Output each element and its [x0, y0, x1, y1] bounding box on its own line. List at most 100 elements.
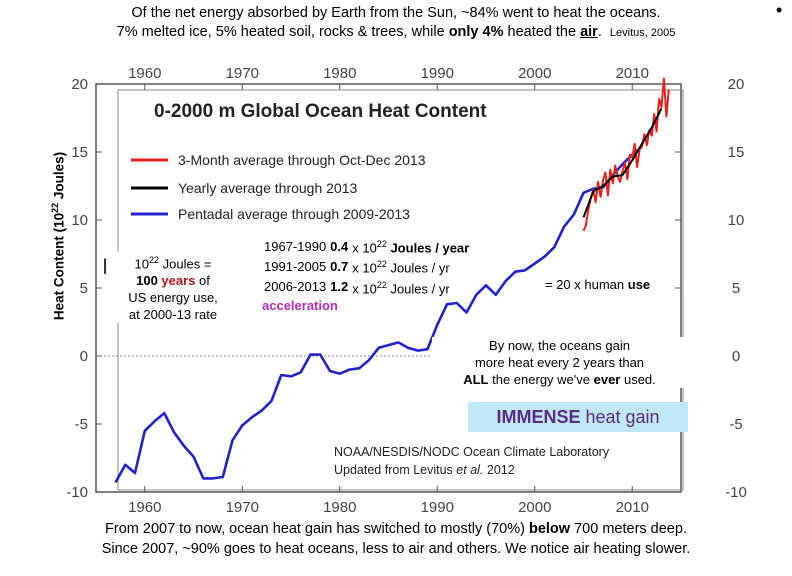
rate-row: 2006-2013 1.2 x 1022 Joules / yr	[262, 277, 471, 297]
human-use-bold: use	[627, 277, 651, 292]
rate-period: 1967-1990	[264, 238, 327, 254]
bottom-text: From 2007 to now, ocean heat gain has sw…	[105, 521, 529, 537]
x-tick-label-bottom: 1970	[226, 499, 259, 516]
oceans-gain-line-3: ALL the energy we've ever used.	[432, 371, 687, 388]
rate-table: 1967-1990 0.4 x 1022 Joules / year 1991-200…	[262, 236, 471, 314]
credit-text: Updated from Levitus	[334, 463, 456, 477]
oceans-text: used.	[620, 372, 656, 387]
y-tick-label-right: 0	[732, 348, 740, 365]
y-tick-label-right: -5	[729, 416, 742, 433]
y-tick-label-left: 15	[71, 144, 88, 161]
energy-base: 10	[134, 256, 150, 272]
legend-label-yearly: Yearly average through 2013	[178, 180, 358, 196]
oceans-all: ALL	[463, 372, 489, 387]
credit-text: 2012	[483, 463, 514, 477]
legend-label-3-month: 3-Month average through Oct-Dec 2013	[178, 152, 426, 168]
rate-period: 1991-2005	[264, 258, 327, 274]
y-tick-label-left: 0	[80, 348, 88, 365]
bottom-caption-line-1: From 2007 to now, ocean heat gain has sw…	[0, 519, 792, 539]
series-line-yearly	[582, 108, 663, 218]
x-tick-label-bottom: 2000	[518, 499, 551, 516]
y-tick-label-left: 5	[80, 280, 88, 297]
caption-bold-only-4: only 4%	[448, 24, 504, 40]
bottom-bold-below: below	[528, 521, 571, 537]
x-tick-label-top: 1960	[128, 65, 161, 82]
y-tick-label-right: 20	[728, 76, 745, 93]
rate-unit: x 1022 Joules / yr	[352, 279, 450, 296]
bottom-caption-line-2: Since 2007, ~90% goes to heat oceans, le…	[101, 541, 691, 557]
legend-label-pentadal: Pentadal average through 2009-2013	[178, 206, 410, 222]
heat-gain-word: heat gain	[580, 407, 660, 427]
energy-line-1: 1022 Joules =	[112, 252, 234, 272]
y-tick-label-left: 20	[71, 76, 88, 93]
series-group	[114, 77, 670, 484]
credit-line-1: NOAA/NESDIS/NODC Ocean Climate Laborator…	[334, 445, 610, 459]
human-use-text: = 20 x human	[545, 277, 628, 292]
x-tick-label-top: 1970	[226, 65, 259, 82]
oceans-ever: ever	[593, 372, 621, 387]
axis-ticks: 1960196019701970198019801990199020002000…	[66, 65, 747, 516]
y-axis-title: Heat Content (1022 Joules)	[50, 152, 67, 320]
x-tick-label-bottom: 1960	[128, 499, 161, 516]
top-caption-line-2: 7% melted ice, 5% heated soil, rocks & t…	[0, 23, 792, 43]
energy-years-word: years	[161, 273, 196, 289]
x-tick-label-top: 2000	[518, 65, 551, 82]
caption-text: 7% melted ice, 5% heated soil, rocks & t…	[116, 24, 449, 40]
energy-equivalence-note: 1022 Joules = 100 years of US energy use…	[112, 252, 234, 324]
ylabel-text: Joules)	[51, 151, 67, 203]
x-tick-label-bottom: 1980	[323, 499, 356, 516]
energy-line-2: 100 years of	[112, 272, 234, 289]
energy-years-number: 100	[136, 273, 162, 289]
energy-line-3: US energy use,	[128, 290, 218, 306]
rate-unit: x 1022 Joules / year	[352, 239, 470, 256]
rate-value: 0.7	[330, 258, 349, 274]
rate-period: 2006-2013	[264, 279, 327, 295]
oceans-text: the energy we've	[488, 372, 594, 387]
y-tick-label-right: 15	[728, 144, 745, 161]
top-caption: Of the net energy absorbed by Earth from…	[0, 4, 792, 43]
x-tick-label-top: 2010	[616, 65, 649, 82]
energy-exponent: 22	[149, 255, 160, 265]
caption-air: air	[580, 24, 598, 40]
rate-row: 1967-1990 0.4 x 1022 Joules / year	[262, 236, 471, 256]
energy-text: Joules =	[159, 256, 212, 272]
citation: Levitus, 2005	[609, 27, 676, 39]
rate-value: 0.4	[330, 238, 349, 254]
legend: 3-Month average through Oct-Dec 2013 Yea…	[131, 152, 426, 222]
immense-heat-gain-banner: IMMENSE heat gain	[468, 402, 688, 432]
immense-word: IMMENSE	[496, 407, 581, 427]
chart-title: 0-2000 m Global Ocean Heat Content	[154, 101, 487, 122]
rate-row: 1991-2005 0.7 x 1022 Joules / yr	[262, 256, 471, 276]
rate-unit: x 1022 Joules / yr	[352, 259, 450, 276]
ylabel-exponent: 22	[49, 202, 60, 213]
y-tick-label-left: -5	[75, 416, 88, 433]
bottom-caption: From 2007 to now, ocean heat gain has sw…	[0, 519, 792, 559]
top-caption-line-1: Of the net energy absorbed by Earth from…	[131, 5, 661, 21]
credit-italic: et al.	[456, 463, 483, 477]
series-line-pentadal	[114, 145, 643, 484]
y-tick-label-right: 5	[732, 280, 740, 297]
ylabel-text: Heat Content (10	[51, 212, 67, 321]
y-tick-label-left: -10	[66, 484, 88, 501]
caption-text: heated the	[503, 24, 581, 40]
oceans-gain-line-2: more heat every 2 years than	[474, 355, 645, 370]
bullet: •	[776, 0, 783, 20]
y-tick-label-right: -10	[725, 484, 747, 501]
human-use-note: = 20 x human use	[545, 276, 650, 293]
x-tick-label-top: 1980	[323, 65, 356, 82]
y-tick-label-right: 10	[728, 212, 745, 229]
energy-line-4: at 2000-13 rate	[128, 307, 218, 323]
credit-line-2: Updated from Levitus et al. 2012	[334, 463, 515, 477]
x-tick-label-top: 1990	[421, 65, 454, 82]
energy-text: of	[195, 273, 210, 289]
rate-value: 1.2	[330, 279, 349, 295]
y-tick-label-left: 10	[71, 212, 88, 229]
oceans-gain-note: By now, the oceans gain more heat every …	[432, 337, 687, 388]
rate-table-grid: 1967-1990 0.4 x 1022 Joules / year 1991-200…	[262, 236, 471, 297]
acceleration-label: acceleration	[262, 297, 338, 313]
caption-text: .	[597, 24, 602, 40]
oceans-gain-line-1: By now, the oceans gain	[489, 338, 630, 353]
x-tick-label-bottom: 1990	[421, 499, 454, 516]
x-tick-label-bottom: 2010	[616, 499, 649, 516]
partially-hidden-label: I	[102, 254, 109, 279]
